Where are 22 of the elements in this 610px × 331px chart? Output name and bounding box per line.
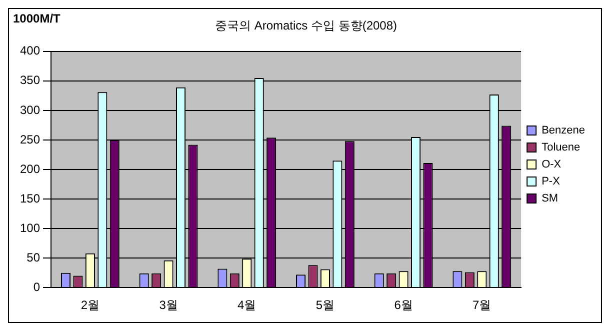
y-tick-label: 0 — [33, 280, 40, 294]
y-tick-label: 300 — [20, 102, 40, 117]
x-tick-label: 5월 — [316, 298, 335, 312]
legend-label: P-X — [542, 176, 561, 188]
legend-label: Toluene — [542, 142, 580, 154]
legend-label: SM — [542, 192, 558, 205]
y-tick-label: 350 — [20, 73, 40, 88]
legend-label: O-X — [542, 158, 562, 171]
y-tick-label: 100 — [20, 220, 40, 235]
y-tick-label: 150 — [20, 191, 40, 206]
x-tick-label: 7월 — [472, 298, 492, 312]
y-tick-label: 200 — [20, 162, 40, 176]
legend-label: Benzene — [542, 124, 586, 137]
y-tick-label: 250 — [20, 132, 40, 146]
x-tick-label: 2월 — [80, 298, 100, 312]
y-tick-label: 50 — [26, 250, 40, 264]
y-tick-label: 400 — [20, 44, 40, 58]
x-tick-label: 4월 — [238, 298, 256, 312]
chart-title: 중국의 Aromatics 수입 동향(2008) — [214, 18, 398, 33]
x-tick-label: 3월 — [159, 298, 178, 312]
y-axis-title: 1000M/T — [13, 11, 62, 26]
x-tick-label: 6월 — [394, 298, 413, 312]
